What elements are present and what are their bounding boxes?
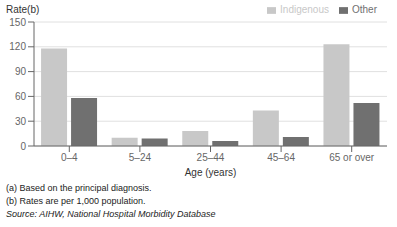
html-text:(a) Based on the principal dia: (a) Based on the principal diagnosis. — [6, 183, 152, 193]
svg-text:25–44: 25–44 — [197, 152, 225, 163]
svg-text:65 or over: 65 or over — [329, 152, 375, 163]
svg-text:60: 60 — [15, 91, 27, 102]
html-text:Source: AIHW, National Hospita: Source: AIHW, National Hospital Morbidit… — [6, 209, 216, 219]
html-text:(b) Rates are per 1,000 popula: (b) Rates are per 1,000 population. — [6, 196, 146, 206]
svg-text:Age (years): Age (years) — [185, 167, 237, 178]
svg-text:90: 90 — [15, 66, 27, 77]
svg-text:150: 150 — [9, 17, 26, 28]
svg-text:30: 30 — [15, 116, 27, 127]
svg-text:120: 120 — [9, 41, 26, 52]
html-text:Rate(b): Rate(b) — [6, 4, 40, 15]
html-text:Indigenous: Indigenous — [280, 4, 329, 15]
html-text:Other: Other — [352, 4, 377, 15]
svg-text:0: 0 — [20, 141, 26, 152]
svg-text:0–4: 0–4 — [61, 152, 78, 163]
svg-text:5–24: 5–24 — [129, 152, 152, 163]
svg-text:45–64: 45–64 — [267, 152, 295, 163]
